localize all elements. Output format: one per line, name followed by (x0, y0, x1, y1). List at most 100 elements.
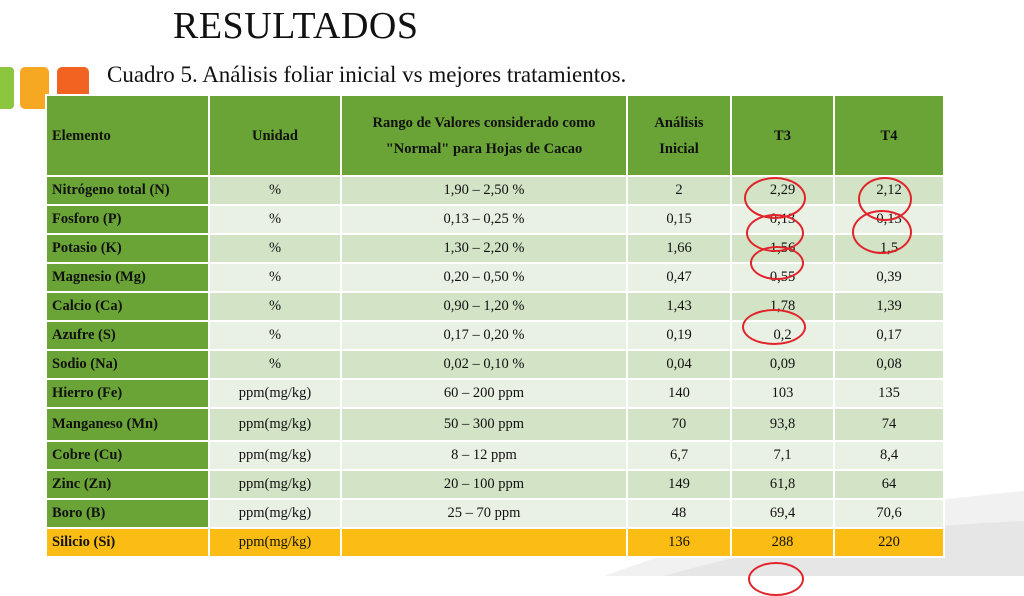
table-row: Zinc (Zn) ppm(mg/kg) 20 – 100 ppm 149 61… (45, 469, 945, 500)
cell-unit: ppm(mg/kg) (208, 469, 342, 500)
cell-unit: % (208, 204, 342, 235)
cell-initial: 0,19 (626, 320, 732, 351)
decor-square-yellow (20, 67, 49, 109)
cell-t4: 220 (833, 527, 945, 558)
cell-range: 8 – 12 ppm (340, 440, 628, 471)
cell-initial: 0,04 (626, 349, 732, 380)
cell-t3: 69,4 (730, 498, 835, 529)
cell-element: Silicio (Si) (45, 527, 210, 558)
cell-range: 50 – 300 ppm (340, 407, 628, 442)
cell-element: Azufre (S) (45, 320, 210, 351)
cell-range: 1,90 – 2,50 % (340, 175, 628, 206)
cell-t4: 0,08 (833, 349, 945, 380)
cell-t3: 2,29 (730, 175, 835, 206)
cell-t3: 0,2 (730, 320, 835, 351)
cell-unit: ppm(mg/kg) (208, 440, 342, 471)
cell-unit: ppm(mg/kg) (208, 378, 342, 409)
table-row: Manganeso (Mn) ppm(mg/kg) 50 – 300 ppm 7… (45, 407, 945, 442)
cell-element: Zinc (Zn) (45, 469, 210, 500)
cell-element: Nitrógeno total (N) (45, 175, 210, 206)
cell-range: 25 – 70 ppm (340, 498, 628, 529)
cell-t4: 135 (833, 378, 945, 409)
cell-element: Boro (B) (45, 498, 210, 529)
table-row-highlighted: Silicio (Si) ppm(mg/kg) 136 288 220 (45, 527, 945, 558)
table-row: Nitrógeno total (N) % 1,90 – 2,50 % 2 2,… (45, 175, 945, 206)
cell-initial: 136 (626, 527, 732, 558)
cell-t4: 2,12 (833, 175, 945, 206)
cell-range: 60 – 200 ppm (340, 378, 628, 409)
table-row: Cobre (Cu) ppm(mg/kg) 8 – 12 ppm 6,7 7,1… (45, 440, 945, 471)
cell-unit: % (208, 262, 342, 293)
cell-initial: 70 (626, 407, 732, 442)
table-caption: Cuadro 5. Análisis foliar inicial vs mej… (107, 62, 627, 87)
table-row: Potasio (K) % 1,30 – 2,20 % 1,66 1,56 1,… (45, 233, 945, 264)
cell-t4: 70,6 (833, 498, 945, 529)
cell-element: Sodio (Na) (45, 349, 210, 380)
header-normal-range: Rango de Valores considerado como "Norma… (340, 94, 628, 177)
cell-element: Calcio (Ca) (45, 291, 210, 322)
cell-element: Hierro (Fe) (45, 378, 210, 409)
cell-element: Manganeso (Mn) (45, 407, 210, 442)
table-row: Magnesio (Mg) % 0,20 – 0,50 % 0,47 0,55 … (45, 262, 945, 293)
cell-element: Cobre (Cu) (45, 440, 210, 471)
header-unit: Unidad (208, 94, 342, 177)
cell-t3: 1,78 (730, 291, 835, 322)
header-t3: T3 (730, 94, 835, 177)
table-row: Calcio (Ca) % 0,90 – 1,20 % 1,43 1,78 1,… (45, 291, 945, 322)
cell-element: Fosforo (P) (45, 204, 210, 235)
table-header-row: Elemento Unidad Rango de Valores conside… (45, 94, 945, 177)
table-row: Azufre (S) % 0,17 – 0,20 % 0,19 0,2 0,17 (45, 320, 945, 351)
cell-range: 0,02 – 0,10 % (340, 349, 628, 380)
table-row: Hierro (Fe) ppm(mg/kg) 60 – 200 ppm 140 … (45, 378, 945, 409)
cell-unit: % (208, 349, 342, 380)
header-t4: T4 (833, 94, 945, 177)
cell-initial: 6,7 (626, 440, 732, 471)
cell-initial: 1,66 (626, 233, 732, 264)
cell-initial: 2 (626, 175, 732, 206)
cell-initial: 0,47 (626, 262, 732, 293)
table-row: Sodio (Na) % 0,02 – 0,10 % 0,04 0,09 0,0… (45, 349, 945, 380)
cell-t4: 0,39 (833, 262, 945, 293)
cell-t3: 288 (730, 527, 835, 558)
cell-unit: % (208, 233, 342, 264)
cell-range: 1,30 – 2,20 % (340, 233, 628, 264)
slide-title: RESULTADOS (173, 5, 419, 47)
cell-initial: 48 (626, 498, 732, 529)
cell-unit: % (208, 291, 342, 322)
cell-initial: 140 (626, 378, 732, 409)
cell-range: 0,90 – 1,20 % (340, 291, 628, 322)
cell-t4: 0,13 (833, 204, 945, 235)
cell-range: 0,20 – 0,50 % (340, 262, 628, 293)
cell-t4: 74 (833, 407, 945, 442)
table-row: Boro (B) ppm(mg/kg) 25 – 70 ppm 48 69,4 … (45, 498, 945, 529)
cell-t3: 0,55 (730, 262, 835, 293)
cell-element: Potasio (K) (45, 233, 210, 264)
cell-initial: 0,15 (626, 204, 732, 235)
header-initial-analysis: Análisis Inicial (626, 94, 732, 177)
cell-range: 0,17 – 0,20 % (340, 320, 628, 351)
cell-unit: ppm(mg/kg) (208, 527, 342, 558)
cell-t4: 8,4 (833, 440, 945, 471)
cell-range: 0,13 – 0,25 % (340, 204, 628, 235)
cell-t3: 103 (730, 378, 835, 409)
cell-t3: 1,56 (730, 233, 835, 264)
cell-t3: 0,13 (730, 204, 835, 235)
cell-t3: 93,8 (730, 407, 835, 442)
cell-t4: 1,39 (833, 291, 945, 322)
cell-unit: % (208, 320, 342, 351)
cell-unit: % (208, 175, 342, 206)
cell-t4: 0,17 (833, 320, 945, 351)
cell-range (340, 527, 628, 558)
cell-unit: ppm(mg/kg) (208, 498, 342, 529)
header-element: Elemento (45, 94, 210, 177)
cell-element: Magnesio (Mg) (45, 262, 210, 293)
cell-t4: 1,5 (833, 233, 945, 264)
cell-t3: 0,09 (730, 349, 835, 380)
cell-t4: 64 (833, 469, 945, 500)
cell-t3: 7,1 (730, 440, 835, 471)
cell-initial: 1,43 (626, 291, 732, 322)
cell-range: 20 – 100 ppm (340, 469, 628, 500)
decor-square-green (0, 67, 14, 109)
cell-unit: ppm(mg/kg) (208, 407, 342, 442)
cell-t3: 61,8 (730, 469, 835, 500)
